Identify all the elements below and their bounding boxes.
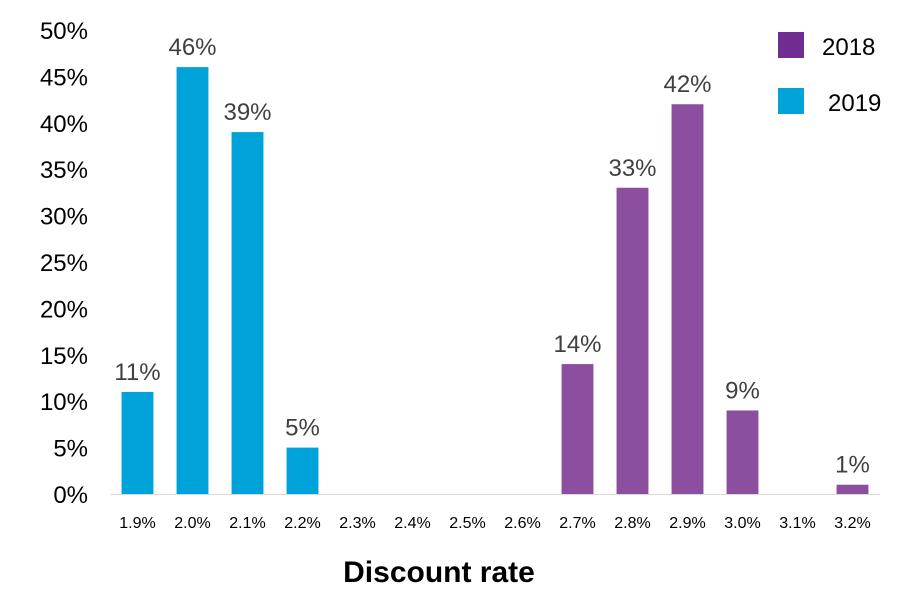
x-tick-label: 2.6% bbox=[504, 515, 540, 532]
data-label: 33% bbox=[608, 155, 656, 182]
data-label: 5% bbox=[285, 415, 320, 442]
bar-2018-2.8% bbox=[616, 187, 649, 494]
x-tick-label: 2.9% bbox=[669, 515, 705, 532]
bar-2018-3.2% bbox=[836, 484, 869, 494]
y-tick-label: 40% bbox=[40, 111, 88, 138]
x-tick-label: 2.3% bbox=[339, 515, 375, 532]
y-tick-label: 30% bbox=[40, 204, 88, 231]
bar-2019-2.0% bbox=[176, 67, 209, 495]
bar-2019-2.2% bbox=[286, 447, 319, 494]
x-tick-label: 3.1% bbox=[779, 515, 815, 532]
x-tick-label: 2.7% bbox=[559, 515, 595, 532]
legend-label-2018: 2018 bbox=[822, 34, 875, 61]
bars bbox=[121, 67, 869, 495]
bar-2018-2.7% bbox=[561, 364, 594, 494]
x-tick-label: 2.2% bbox=[284, 515, 320, 532]
y-tick-label: 0% bbox=[53, 482, 88, 509]
y-tick-label: 25% bbox=[40, 250, 88, 277]
x-tick-label: 1.9% bbox=[119, 515, 155, 532]
y-tick-label: 50% bbox=[40, 18, 88, 45]
x-tick-label: 2.1% bbox=[229, 515, 265, 532]
data-label: 1% bbox=[835, 452, 870, 479]
legend-swatch-2018 bbox=[778, 32, 804, 58]
legend-swatch-2019 bbox=[778, 88, 804, 114]
x-tick-label: 2.5% bbox=[449, 515, 485, 532]
data-label: 9% bbox=[725, 377, 760, 404]
y-tick-label: 15% bbox=[40, 343, 88, 370]
bar-2019-1.9% bbox=[121, 391, 154, 494]
x-tick-label: 3.2% bbox=[834, 515, 870, 532]
x-tick-label: 2.8% bbox=[614, 515, 650, 532]
y-tick-label: 20% bbox=[40, 296, 88, 323]
bar-2019-2.1% bbox=[231, 132, 264, 494]
x-tick-label: 2.4% bbox=[394, 515, 430, 532]
data-label: 39% bbox=[223, 99, 271, 126]
y-tick-label: 5% bbox=[53, 436, 88, 463]
x-axis-title: Discount rate bbox=[343, 556, 535, 589]
y-tick-label: 45% bbox=[40, 64, 88, 91]
data-labels: 14% 33% 42% 9% 1% 11% 46% 39% 5% bbox=[114, 34, 869, 479]
data-label: 42% bbox=[663, 71, 711, 98]
y-tick-label: 10% bbox=[40, 389, 88, 416]
data-label: 14% bbox=[553, 331, 601, 358]
legend: 2018 2019 bbox=[778, 32, 881, 117]
data-label: 11% bbox=[114, 359, 160, 386]
x-axis: 1.9% 2.0% 2.1% 2.2% 2.3% 2.4% 2.5% 2.6% 2.7% 2.8%… bbox=[119, 515, 870, 532]
bar-2018-3.0% bbox=[726, 410, 759, 494]
legend-label-2019: 2019 bbox=[828, 90, 881, 117]
bar-2018-2.9% bbox=[671, 104, 704, 495]
data-label: 46% bbox=[168, 34, 216, 61]
x-tick-label: 2.0% bbox=[174, 515, 210, 532]
y-axis: 0% 5% 10% 15% 20% 25% 30% 35% 40% 45% 50% bbox=[40, 18, 88, 509]
y-tick-label: 35% bbox=[40, 157, 88, 184]
x-tick-label: 3.0% bbox=[724, 515, 760, 532]
